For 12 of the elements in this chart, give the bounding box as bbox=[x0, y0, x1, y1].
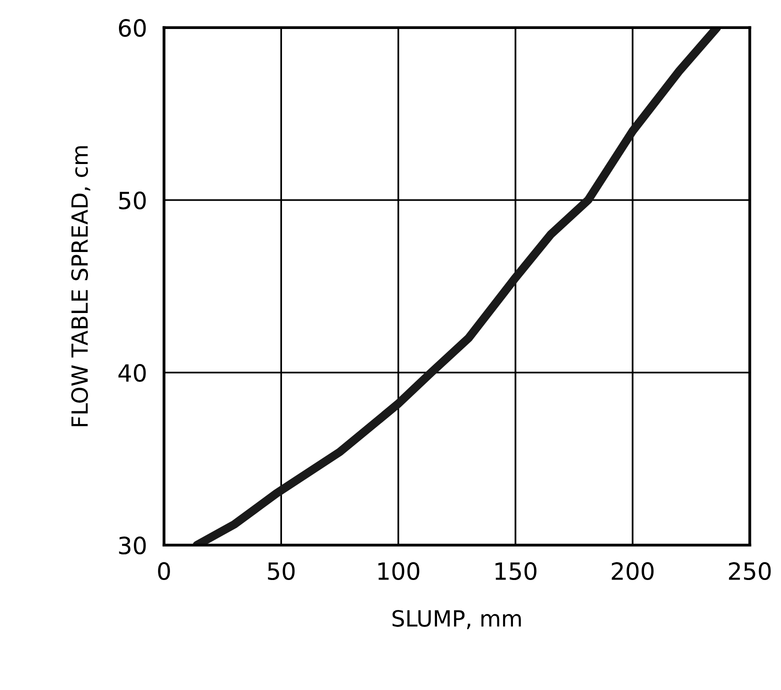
y-tick-label: 40 bbox=[118, 364, 146, 382]
x-tick-label: 50 bbox=[268, 562, 295, 580]
y-axis-title: FLOW TABLE SPREAD, cm bbox=[71, 146, 90, 426]
y-tick-label: 60 bbox=[118, 19, 146, 37]
x-tick-label: 150 bbox=[496, 562, 536, 580]
y-tick-label: 30 bbox=[119, 536, 146, 554]
x-axis-title: SLUMP, mm bbox=[392, 610, 521, 630]
y-tick-label: 50 bbox=[119, 192, 146, 210]
x-tick-label: 100 bbox=[378, 562, 420, 580]
x-tick-label: 0 bbox=[158, 562, 170, 580]
x-tick-label: 250 bbox=[728, 562, 771, 580]
x-tick-label: 200 bbox=[612, 562, 654, 580]
